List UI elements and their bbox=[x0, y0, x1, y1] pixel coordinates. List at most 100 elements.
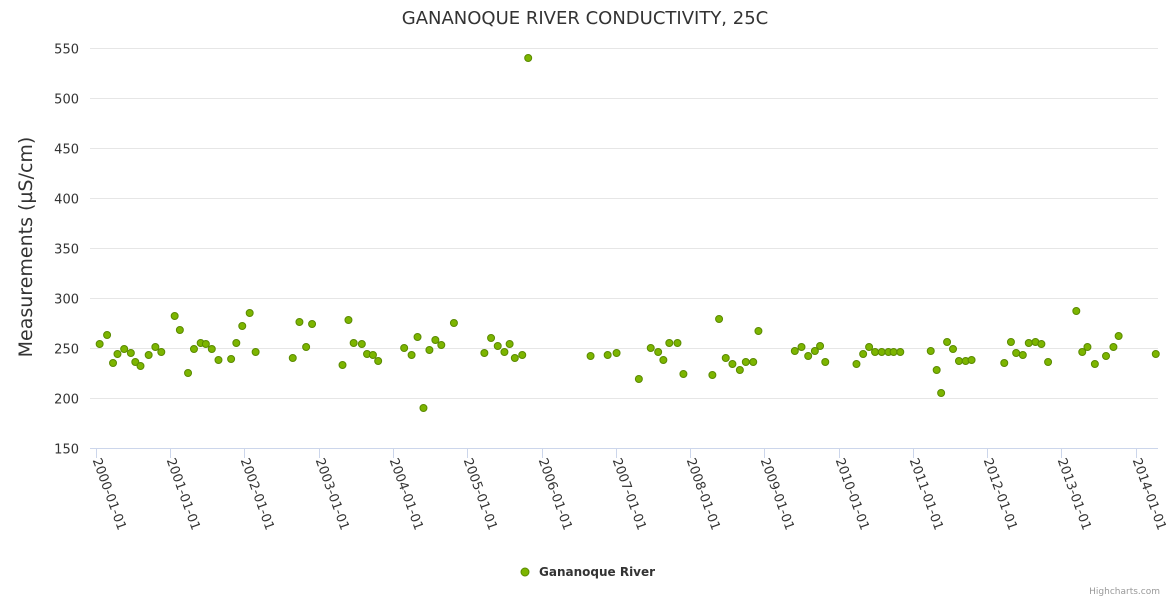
data-point[interactable] bbox=[295, 318, 304, 326]
data-point[interactable] bbox=[302, 343, 311, 351]
data-point[interactable] bbox=[510, 354, 519, 362]
data-point[interactable] bbox=[859, 350, 868, 358]
data-point[interactable] bbox=[201, 340, 210, 348]
data-point[interactable] bbox=[665, 339, 674, 347]
series-gananoque-river[interactable] bbox=[95, 54, 1160, 412]
data-point[interactable] bbox=[654, 348, 663, 356]
data-point[interactable] bbox=[157, 348, 166, 356]
data-point[interactable] bbox=[144, 351, 153, 359]
data-point[interactable] bbox=[871, 348, 880, 356]
data-point[interactable] bbox=[500, 348, 509, 356]
data-point[interactable] bbox=[728, 360, 737, 368]
data-point[interactable] bbox=[431, 336, 440, 344]
data-point[interactable] bbox=[949, 345, 958, 353]
data-point[interactable] bbox=[954, 357, 963, 365]
data-point[interactable] bbox=[754, 327, 763, 335]
data-point[interactable] bbox=[1114, 332, 1123, 340]
data-point[interactable] bbox=[113, 350, 122, 358]
data-point[interactable] bbox=[1006, 338, 1015, 346]
data-point[interactable] bbox=[227, 355, 236, 363]
data-point[interactable] bbox=[804, 352, 813, 360]
data-point[interactable] bbox=[1083, 343, 1092, 351]
data-point[interactable] bbox=[449, 319, 458, 327]
data-point[interactable] bbox=[480, 349, 489, 357]
data-point[interactable] bbox=[889, 348, 898, 356]
data-point[interactable] bbox=[505, 340, 514, 348]
data-point[interactable] bbox=[1109, 343, 1118, 351]
data-point[interactable] bbox=[1072, 307, 1081, 315]
legend-item-label[interactable]: Gananoque River bbox=[539, 565, 655, 579]
data-point[interactable] bbox=[493, 342, 502, 350]
data-point[interactable] bbox=[407, 351, 416, 359]
data-point[interactable] bbox=[120, 345, 129, 353]
data-point[interactable] bbox=[852, 360, 861, 368]
data-point[interactable] bbox=[487, 334, 496, 342]
data-point[interactable] bbox=[288, 354, 297, 362]
data-point[interactable] bbox=[1044, 358, 1053, 366]
data-point[interactable] bbox=[810, 347, 819, 355]
data-point[interactable] bbox=[1037, 340, 1046, 348]
data-point[interactable] bbox=[245, 309, 254, 317]
data-point[interactable] bbox=[926, 347, 935, 355]
data-point[interactable] bbox=[1078, 348, 1087, 356]
data-point[interactable] bbox=[932, 366, 941, 374]
data-point[interactable] bbox=[126, 349, 135, 357]
data-point[interactable] bbox=[349, 339, 358, 347]
data-point[interactable] bbox=[238, 322, 247, 330]
data-point[interactable] bbox=[612, 349, 621, 357]
data-point[interactable] bbox=[708, 371, 717, 379]
data-point[interactable] bbox=[518, 351, 527, 359]
data-point[interactable] bbox=[175, 326, 184, 334]
data-point[interactable] bbox=[136, 362, 145, 370]
data-point[interactable] bbox=[715, 315, 724, 323]
data-point[interactable] bbox=[821, 358, 830, 366]
data-point[interactable] bbox=[634, 375, 643, 383]
data-point[interactable] bbox=[603, 351, 612, 359]
data-point[interactable] bbox=[103, 331, 112, 339]
data-point[interactable] bbox=[338, 361, 347, 369]
data-point[interactable] bbox=[425, 346, 434, 354]
data-point[interactable] bbox=[1102, 352, 1111, 360]
data-point[interactable] bbox=[109, 359, 118, 367]
data-point[interactable] bbox=[1012, 349, 1021, 357]
data-point[interactable] bbox=[437, 341, 446, 349]
data-point[interactable] bbox=[937, 389, 946, 397]
data-point[interactable] bbox=[189, 345, 198, 353]
data-point[interactable] bbox=[400, 344, 409, 352]
data-point[interactable] bbox=[1090, 360, 1099, 368]
data-point[interactable] bbox=[374, 357, 383, 365]
data-point[interactable] bbox=[95, 340, 104, 348]
data-point[interactable] bbox=[586, 352, 595, 360]
data-point[interactable] bbox=[896, 348, 905, 356]
data-point[interactable] bbox=[214, 356, 223, 364]
data-point[interactable] bbox=[251, 348, 260, 356]
data-point[interactable] bbox=[308, 320, 317, 328]
data-point[interactable] bbox=[943, 338, 952, 346]
data-point[interactable] bbox=[170, 312, 179, 320]
credits-link[interactable]: Highcharts.com bbox=[1089, 587, 1160, 597]
data-point[interactable] bbox=[673, 339, 682, 347]
data-point[interactable] bbox=[1024, 339, 1033, 347]
data-point[interactable] bbox=[877, 348, 886, 356]
data-point[interactable] bbox=[865, 343, 874, 351]
data-point[interactable] bbox=[413, 333, 422, 341]
data-point[interactable] bbox=[790, 347, 799, 355]
data-point[interactable] bbox=[735, 366, 744, 374]
data-point[interactable] bbox=[1151, 350, 1160, 358]
data-point[interactable] bbox=[659, 356, 668, 364]
data-point[interactable] bbox=[721, 354, 730, 362]
data-point[interactable] bbox=[419, 404, 428, 412]
data-point[interactable] bbox=[232, 339, 241, 347]
data-point[interactable] bbox=[1000, 359, 1009, 367]
data-point[interactable] bbox=[741, 358, 750, 366]
data-point[interactable] bbox=[967, 356, 976, 364]
data-point[interactable] bbox=[749, 358, 758, 366]
data-point[interactable] bbox=[1018, 351, 1027, 359]
data-point[interactable] bbox=[816, 342, 825, 350]
data-point[interactable] bbox=[797, 343, 806, 351]
data-point[interactable] bbox=[368, 351, 377, 359]
data-point[interactable] bbox=[679, 370, 688, 378]
data-point[interactable] bbox=[344, 316, 353, 324]
legend[interactable]: Gananoque River bbox=[520, 565, 655, 579]
data-point[interactable] bbox=[184, 369, 193, 377]
